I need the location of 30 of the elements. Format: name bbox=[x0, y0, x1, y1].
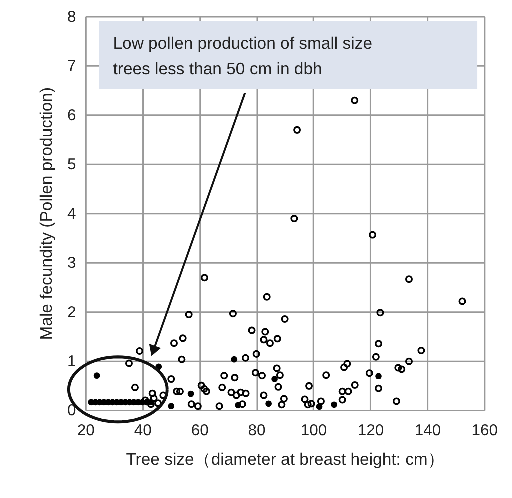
y-tick-label: 1 bbox=[68, 353, 76, 370]
y-tick-label: 3 bbox=[68, 255, 77, 272]
point bbox=[272, 376, 278, 382]
point bbox=[331, 402, 338, 408]
point bbox=[316, 404, 323, 410]
x-tick-label: 160 bbox=[472, 422, 498, 440]
point bbox=[168, 403, 175, 410]
y-axis-title: Male fecundity (Pollen production) bbox=[36, 87, 56, 340]
x-tick-label: 120 bbox=[358, 422, 384, 440]
annotation: Low pollen production of small size trees less than 50 cm in dbh bbox=[113, 34, 373, 79]
y-tick-label: 2 bbox=[68, 304, 76, 322]
x-axis-title: Tree size（diameter at breast height: cm） bbox=[126, 450, 445, 469]
y-tick-label: 0 bbox=[68, 402, 77, 420]
y-tick-label: 7 bbox=[68, 58, 76, 76]
x-tick-label: 140 bbox=[414, 422, 442, 440]
point bbox=[266, 400, 272, 408]
x-tick-label: 60 bbox=[191, 422, 210, 440]
y-tick-label: 4 bbox=[68, 206, 77, 223]
x-tick-label: 80 bbox=[248, 422, 266, 440]
point bbox=[231, 356, 238, 363]
x-tick-label: 100 bbox=[300, 422, 328, 440]
y-tick-label: 5 bbox=[68, 156, 77, 174]
x-tick-label: 40 bbox=[134, 422, 152, 440]
point bbox=[94, 372, 100, 380]
x-tick-label: 20 bbox=[77, 422, 96, 440]
y-tick-label: 8 bbox=[68, 8, 77, 26]
point bbox=[235, 402, 242, 409]
point bbox=[188, 390, 194, 398]
point bbox=[376, 373, 382, 380]
y-tick-label: 6 bbox=[68, 107, 77, 124]
